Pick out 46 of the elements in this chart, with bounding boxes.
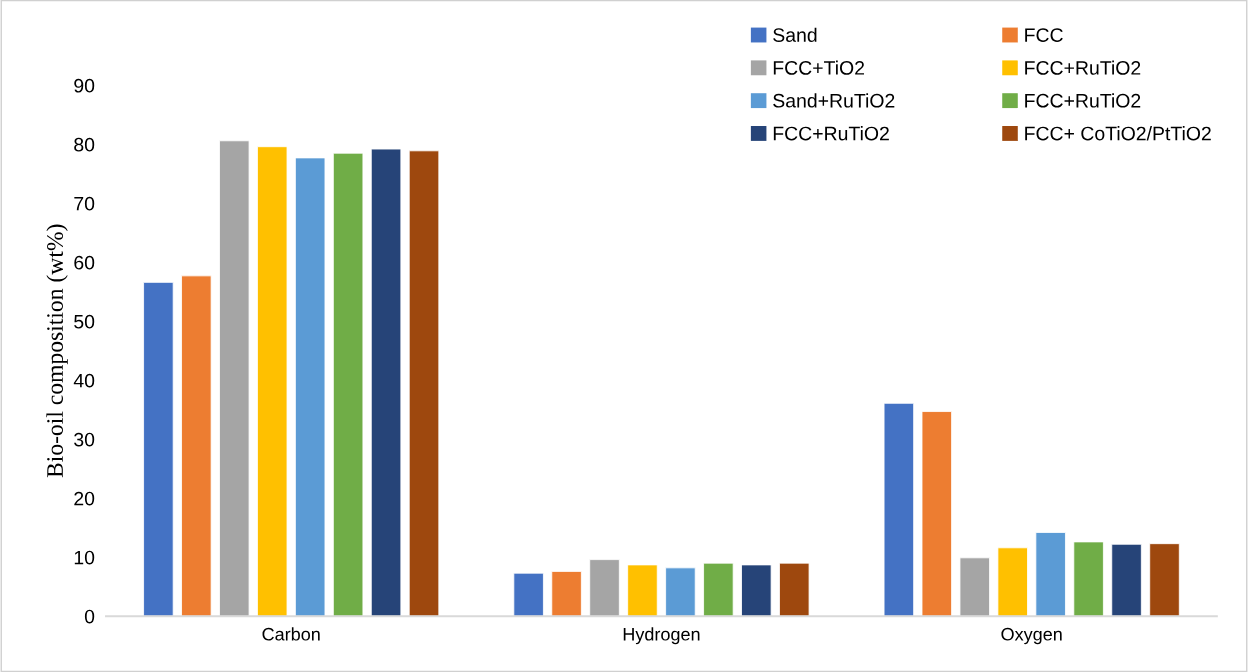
bar <box>1111 543 1142 617</box>
bar <box>703 562 734 617</box>
bar <box>665 567 696 617</box>
bar <box>181 275 212 617</box>
x-tick-label: Oxygen <box>1001 627 1062 645</box>
bar <box>1035 532 1066 617</box>
legend-label: FCC+TiO2 <box>773 60 865 75</box>
y-tick-label: 40 <box>73 373 95 388</box>
y-axis-title: Bio-oil composition (wt%) <box>46 224 68 478</box>
y-tick-label: 80 <box>74 137 95 152</box>
x-tick-label: Carbon <box>262 627 320 641</box>
x-tick-label: Hydrogen <box>623 627 700 645</box>
legend-label: FCC+RuTiO2 <box>773 126 889 141</box>
bar <box>883 402 915 617</box>
legend-label: Sand <box>773 27 817 42</box>
bar <box>513 572 544 617</box>
bar <box>257 146 288 617</box>
y-tick-label: 50 <box>74 314 95 329</box>
y-tick-label: 90 <box>74 78 95 93</box>
bar <box>551 570 582 617</box>
legend-label: FCC+RuTiO2 <box>1025 60 1141 75</box>
y-tick-label: 70 <box>74 196 95 211</box>
bar <box>627 564 658 617</box>
legend-label: FCC+RuTiO2 <box>1025 93 1141 108</box>
bar <box>408 150 440 617</box>
bar <box>589 559 620 617</box>
bar <box>741 564 772 617</box>
bar <box>959 557 990 617</box>
y-tick-label: 0 <box>84 609 95 624</box>
legend-label: FCC+ CoTiO2/PtTiO2 <box>1025 126 1211 141</box>
bar <box>779 562 810 617</box>
y-tick-label: 20 <box>74 491 95 506</box>
y-tick-label: 10 <box>74 550 95 565</box>
bar <box>1149 543 1180 617</box>
bar <box>219 140 250 617</box>
legend-label: Sand+RuTiO2 <box>773 93 895 108</box>
bar <box>1073 541 1104 617</box>
bar <box>370 148 402 617</box>
bar <box>997 547 1028 617</box>
y-tick-label: 60 <box>74 255 95 270</box>
bar <box>143 281 174 617</box>
y-tick-label: 30 <box>74 432 95 447</box>
bar <box>332 152 364 617</box>
bar <box>294 157 326 617</box>
bar <box>921 411 953 617</box>
legend-label: FCC <box>1025 28 1063 42</box>
